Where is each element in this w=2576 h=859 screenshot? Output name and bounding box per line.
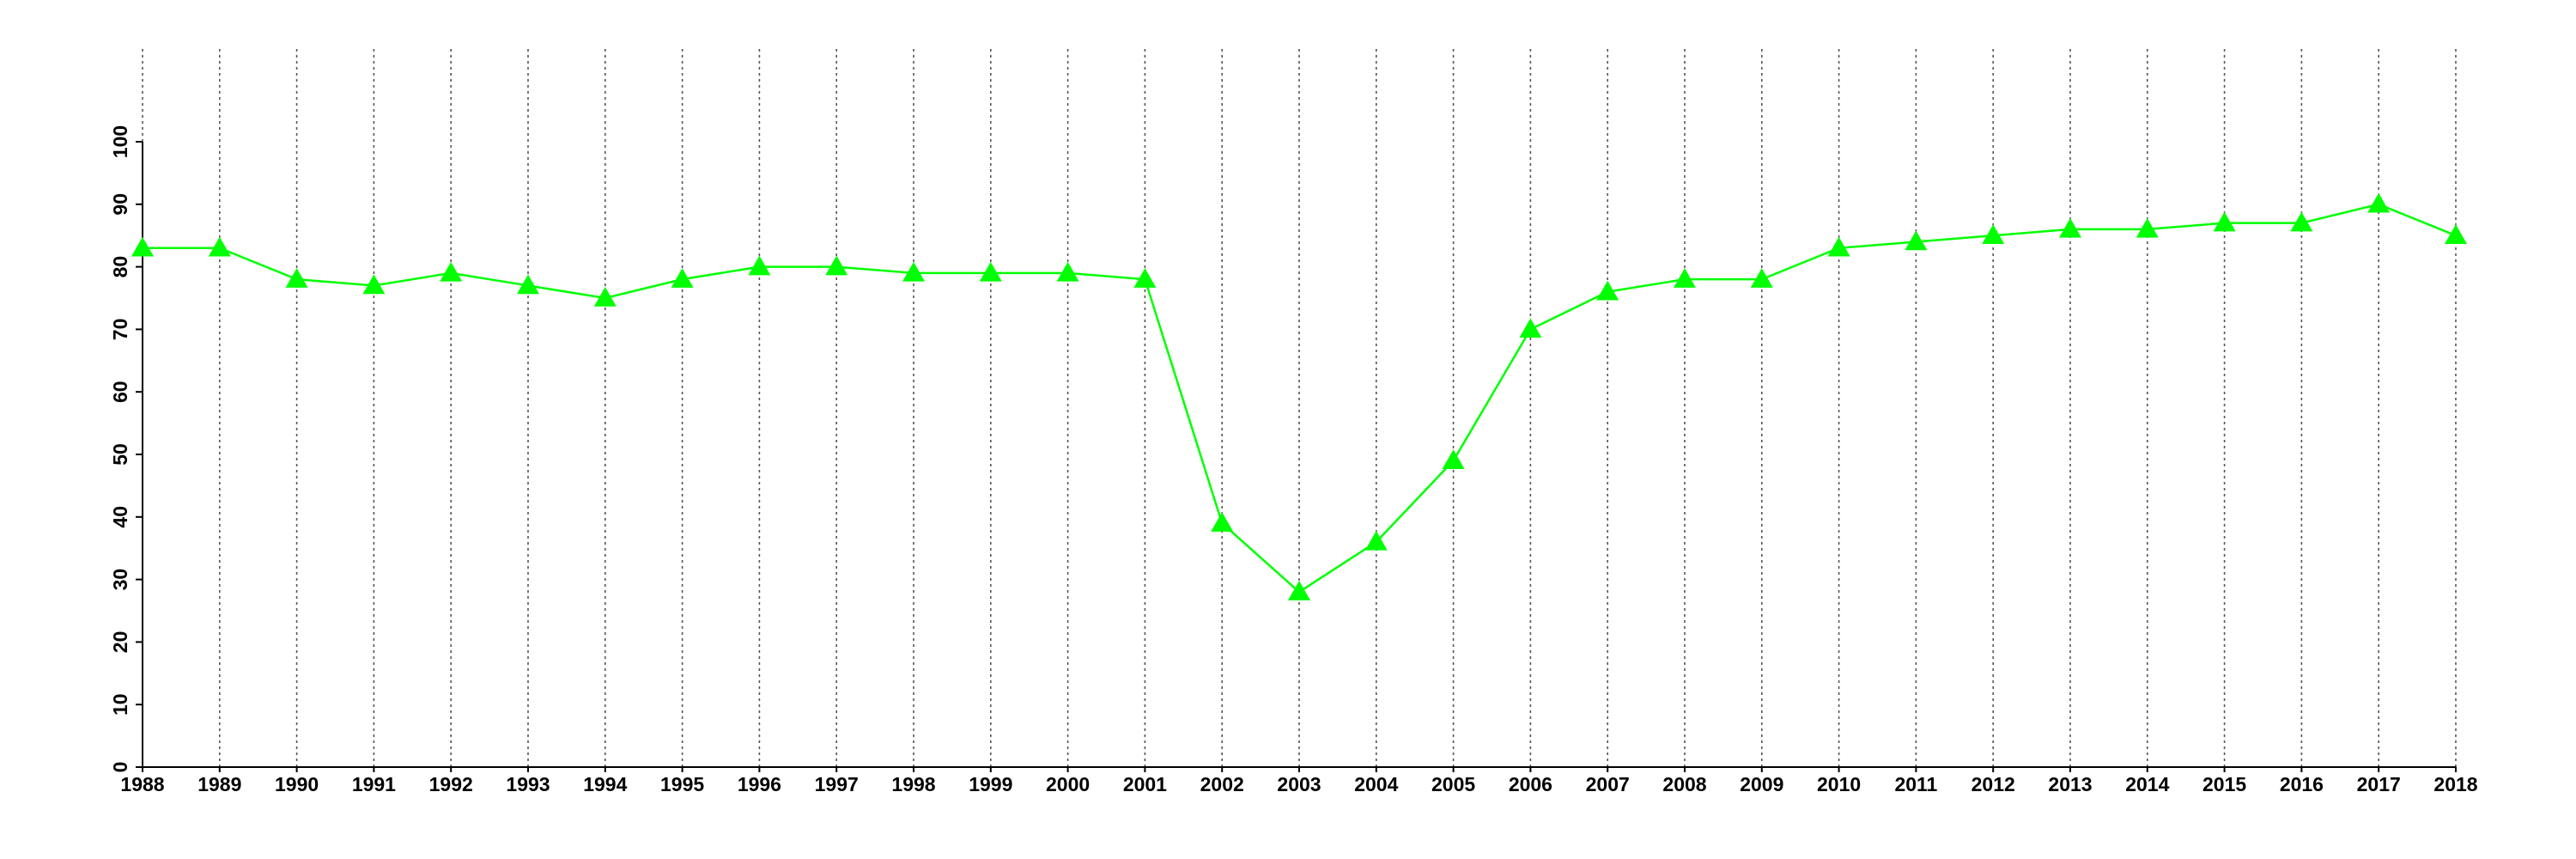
marker — [1982, 224, 2005, 244]
marker — [362, 274, 386, 295]
marker — [1056, 261, 1079, 282]
y-tick-label: 40 — [109, 506, 131, 528]
x-tick-label: 2005 — [1431, 773, 1475, 795]
marker — [1442, 449, 1465, 470]
x-tick-label: 2006 — [1509, 773, 1552, 795]
y-tick-label: 30 — [109, 569, 131, 591]
x-tick-label: 2009 — [1740, 773, 1783, 795]
marker — [1674, 268, 1696, 288]
marker — [593, 287, 617, 307]
x-tick-label: 1995 — [660, 773, 704, 795]
marker — [1133, 268, 1157, 288]
marker — [1750, 268, 1773, 288]
x-tick-label: 1997 — [815, 773, 859, 795]
marker — [1211, 512, 1234, 532]
marker — [208, 236, 231, 257]
marker — [979, 261, 1002, 282]
x-tick-label: 1999 — [969, 773, 1012, 795]
marker — [2136, 217, 2159, 238]
marker — [1364, 530, 1388, 551]
x-tick-label: 2012 — [1971, 773, 2015, 795]
y-tick-label: 90 — [109, 193, 131, 216]
x-tick-label: 2014 — [2125, 773, 2169, 795]
x-tick-label: 1998 — [891, 773, 935, 795]
x-tick-label: 2007 — [1586, 773, 1630, 795]
marker — [825, 255, 848, 276]
x-tick-label: 2010 — [1817, 773, 1861, 795]
marker — [1827, 236, 1850, 257]
y-tick-label: 70 — [109, 319, 131, 341]
x-tick-label: 2016 — [2280, 773, 2324, 795]
x-tick-label: 1993 — [506, 773, 550, 795]
x-tick-label: 2017 — [2357, 773, 2401, 795]
x-tick-label: 2002 — [1200, 773, 1244, 795]
x-tick-label: 1988 — [120, 773, 164, 795]
marker — [2059, 217, 2081, 238]
marker — [517, 274, 539, 295]
x-tick-label: 2001 — [1123, 773, 1167, 795]
y-tick-label: 50 — [109, 443, 131, 466]
x-tick-label: 2015 — [2202, 773, 2246, 795]
x-tick-label: 1992 — [429, 773, 473, 795]
marker — [1905, 230, 1928, 251]
x-tick-label: 2008 — [1662, 773, 1706, 795]
x-tick-label: 1991 — [352, 773, 396, 795]
marker — [2213, 211, 2236, 232]
marker — [748, 255, 771, 276]
marker — [2445, 224, 2467, 244]
x-tick-label: 2003 — [1277, 773, 1321, 795]
y-tick-label: 10 — [109, 693, 131, 716]
x-tick-label: 2004 — [1354, 773, 1398, 795]
y-tick-label: 60 — [109, 381, 131, 403]
marker — [2290, 211, 2313, 232]
x-tick-label: 1994 — [583, 773, 627, 795]
x-tick-label: 2018 — [2433, 773, 2477, 795]
x-tick-label: 2011 — [1894, 773, 1937, 795]
marker — [1596, 280, 1619, 301]
marker — [1519, 318, 1542, 338]
y-tick-label: 80 — [109, 256, 131, 278]
y-tick-label: 0 — [109, 762, 131, 773]
marker — [902, 261, 925, 282]
marker — [1288, 581, 1310, 600]
x-tick-label: 1990 — [275, 773, 319, 795]
marker — [2367, 192, 2391, 213]
x-tick-label: 1996 — [738, 773, 781, 795]
marker — [440, 261, 463, 282]
marker — [671, 268, 694, 288]
y-tick-label: 100 — [109, 125, 131, 158]
marker — [285, 268, 308, 288]
y-tick-label: 20 — [109, 631, 131, 654]
marker — [131, 236, 154, 257]
x-tick-label: 1989 — [197, 773, 241, 795]
x-tick-label: 2000 — [1046, 773, 1090, 795]
x-tick-label: 2013 — [2048, 773, 2092, 795]
